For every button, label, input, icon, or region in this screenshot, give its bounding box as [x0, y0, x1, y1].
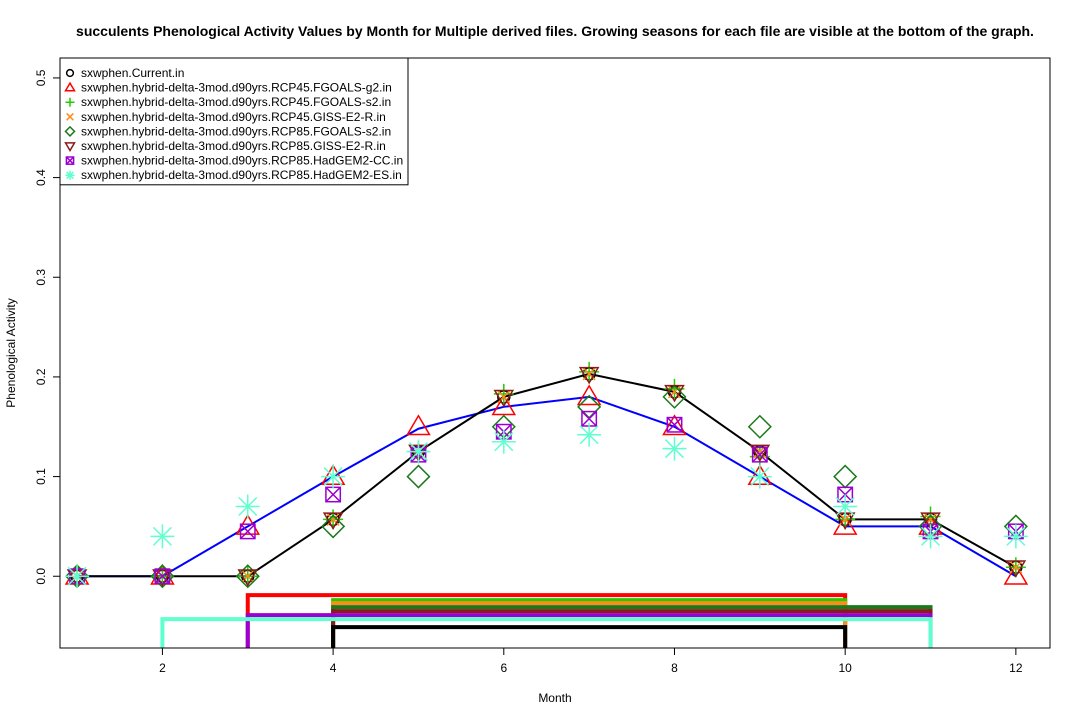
y-tick-label: 0.2	[34, 368, 48, 385]
data-point-s8-m3	[235, 494, 260, 519]
data-point-s4-m7	[582, 367, 596, 381]
data-point-s4-m12	[1009, 560, 1023, 574]
plot-content	[64, 361, 1029, 648]
legend-label-7: sxwphen.hybrid-delta-3mod.d90yrs.RCP85.H…	[81, 154, 403, 168]
plot-area	[64, 361, 1029, 648]
legend-label-2: sxwphen.hybrid-delta-3mod.d90yrs.RCP45.F…	[81, 81, 392, 95]
data-point-s6-m3	[237, 569, 259, 587]
x-tick-label: 8	[671, 661, 678, 675]
data-point-s4-m6	[497, 390, 511, 404]
x-tick-label: 12	[1009, 661, 1023, 675]
data-point-s6-m6	[493, 389, 515, 408]
data-point-s4-m8	[667, 385, 682, 399]
data-point-s2-m7	[576, 384, 602, 406]
chart-title: succulents Phenological Activity Values …	[76, 23, 1034, 39]
data-point-s4-m10	[838, 512, 852, 526]
y-tick-label: 0.3	[34, 269, 48, 286]
data-point-s8-m7	[577, 422, 602, 447]
axes: 2 4 6 8 10 12 0.0 0.1 0.2 0.3 0.4 0.5	[34, 69, 1023, 675]
data-point-s8-m6	[491, 429, 516, 454]
legend: sxwphen.Current.insxwphen.hybrid-delta-3…	[59, 57, 409, 186]
data-point-s8-m11	[918, 524, 943, 549]
legend-box	[59, 57, 409, 186]
growing-season-bracket-7	[160, 617, 933, 648]
legend-label-6: sxwphen.hybrid-delta-3mod.d90yrs.RCP85.G…	[81, 139, 386, 153]
data-point-s6-m8	[664, 384, 685, 403]
data-point-s6-m4	[322, 512, 344, 530]
y-axis-label: Phenological Activity	[4, 298, 18, 407]
x-tick-label: 4	[330, 661, 337, 675]
data-point-s4-m4	[326, 512, 340, 526]
data-point-s7-m9	[751, 446, 768, 463]
blue-line	[77, 395, 1017, 578]
data-point-s8-m4	[321, 464, 346, 489]
y-tick-label: 0.0	[34, 568, 48, 585]
legend-symbol-5	[64, 125, 76, 137]
legend-symbol-6	[64, 142, 76, 152]
data-point-s4-m3	[241, 569, 255, 583]
data-point-s8-m9	[747, 464, 772, 489]
data-point-s6-m12	[1005, 560, 1027, 578]
data-point-s7-m3	[239, 523, 256, 540]
data-point-s5-m5	[406, 464, 431, 489]
y-tick-label: 0.1	[34, 468, 48, 485]
series-lines	[77, 372, 1017, 578]
data-point-s6-m9	[749, 444, 771, 463]
data-point-s2-m5	[406, 414, 431, 436]
legend-symbol-1	[65, 68, 75, 78]
data-point-s5-m4	[321, 514, 346, 539]
data-point-s8-m12	[1003, 524, 1028, 549]
data-point-s6-m11	[920, 512, 941, 530]
x-tick-label: 10	[838, 661, 852, 675]
legend-label-8: sxwphen.hybrid-delta-3mod.d90yrs.RCP85.H…	[81, 168, 402, 182]
legend-symbol-7	[65, 156, 75, 165]
data-point-s5-m9	[747, 414, 772, 439]
series-line-1	[77, 372, 1017, 578]
x-axis-label: Month	[538, 691, 571, 705]
data-point-s2-m12	[1003, 563, 1029, 585]
data-point-s4-m11	[923, 512, 938, 526]
data-point-s7-m4	[325, 486, 342, 503]
x-tick-label: 2	[159, 661, 166, 675]
growing-seasons	[160, 593, 933, 648]
data-point-s2-m6	[491, 394, 517, 416]
legend-symbol-8	[65, 170, 75, 180]
plot-frame	[59, 57, 1051, 649]
legend-symbol-2	[64, 81, 76, 92]
data-point-s8-m1	[65, 564, 90, 589]
data-point-s8-m5	[406, 439, 431, 464]
series-points	[64, 361, 1029, 589]
data-point-s8-m10	[833, 494, 858, 519]
data-point-s5-m10	[833, 464, 858, 489]
y-tick-label: 0.5	[34, 69, 48, 86]
data-point-s8-m2	[150, 524, 175, 549]
legend-label-4: sxwphen.hybrid-delta-3mod.d90yrs.RCP45.G…	[81, 110, 386, 124]
legend-symbol-4	[66, 112, 74, 121]
data-point-s5-m8	[662, 384, 687, 409]
data-point-s2-m8	[662, 414, 687, 436]
data-point-s7-m2	[154, 568, 171, 585]
legend-label-3: sxwphen.hybrid-delta-3mod.d90yrs.RCP45.F…	[81, 95, 391, 109]
data-point-s8-m8	[662, 436, 687, 461]
legend-label-5: sxwphen.hybrid-delta-3mod.d90yrs.RCP85.F…	[81, 124, 391, 138]
data-point-s6-m7	[578, 366, 600, 385]
legend-symbol-3	[65, 97, 75, 107]
growing-season-bracket-8	[331, 625, 848, 648]
data-point-s7-m8	[666, 416, 683, 433]
data-point-s6-m2	[152, 569, 173, 587]
y-tick-label: 0.4	[34, 169, 48, 186]
x-tick-label: 6	[500, 661, 507, 675]
legend-label-1: sxwphen.Current.in	[81, 66, 184, 80]
